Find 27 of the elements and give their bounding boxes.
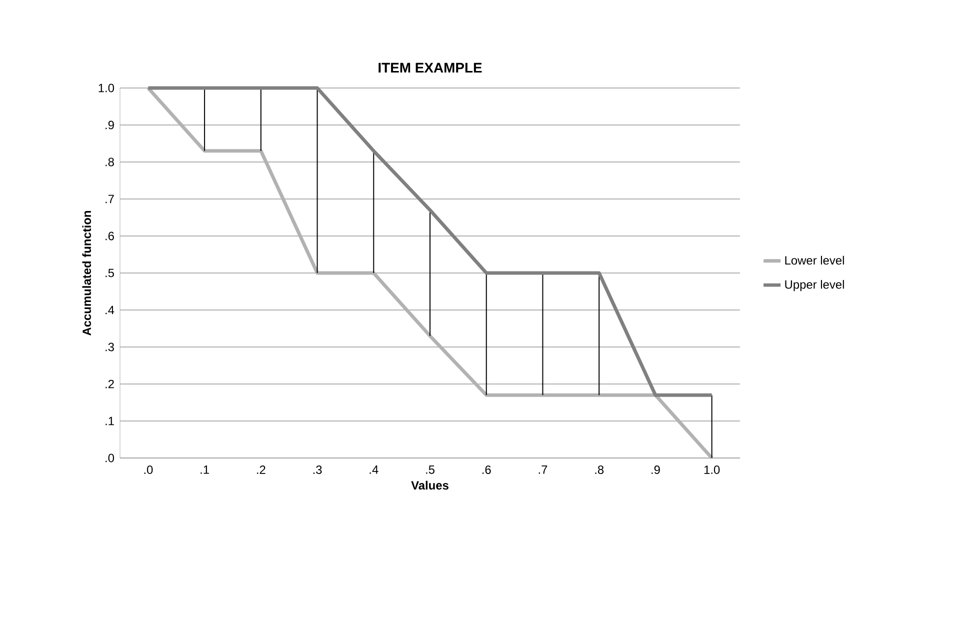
x-tick-label: 1.0 xyxy=(704,466,720,474)
x-tick-label: .1 xyxy=(200,466,209,474)
x-tick-label: .2 xyxy=(257,466,266,474)
y-tick-label: .6 xyxy=(106,232,114,240)
chart-title: ITEM EXAMPLE xyxy=(378,62,482,72)
x-tick-label: .8 xyxy=(595,466,604,474)
x-tick-label: .6 xyxy=(482,466,491,474)
x-tick-label: .4 xyxy=(370,466,378,474)
y-tick-label: 1.0 xyxy=(98,84,114,92)
y-tick-label: .1 xyxy=(106,416,114,426)
x-tick-label: .0 xyxy=(144,466,153,474)
y-tick-label: .5 xyxy=(106,268,114,278)
x-tick-label: .5 xyxy=(426,466,434,474)
y-tick-label: .2 xyxy=(106,380,114,388)
x-tick-label: .9 xyxy=(652,466,660,474)
x-tick-label: .7 xyxy=(538,466,548,474)
legend-label: Lower level xyxy=(785,256,844,265)
legend-label: Upper level xyxy=(785,280,844,292)
y-tick-label: .0 xyxy=(106,454,114,462)
x-axis-title: Values xyxy=(411,480,448,490)
y-tick-label: .4 xyxy=(106,306,114,314)
y-tick-label: .3 xyxy=(106,342,114,352)
y-tick-label: .9 xyxy=(106,120,114,130)
y-tick-label: .8 xyxy=(106,158,114,166)
y-tick-label: .7 xyxy=(106,194,114,204)
y-axis-title: Accumulated function xyxy=(82,210,92,336)
x-tick-label: .3 xyxy=(313,466,322,474)
